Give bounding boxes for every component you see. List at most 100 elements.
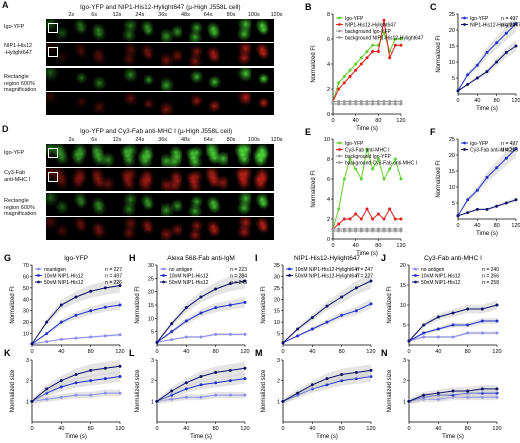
error-band: [458, 40, 516, 92]
micrograph-frame: [183, 43, 206, 66]
micrograph-frame: [46, 144, 68, 167]
data-point: [369, 302, 373, 306]
data-point: [359, 217, 363, 221]
time-label: 2s: [68, 137, 75, 143]
micrograph-frame: [114, 92, 137, 115]
data-point: [514, 22, 518, 26]
data-point: [337, 100, 341, 103]
legend-n: n = 497: [501, 16, 518, 22]
data-point: [436, 327, 440, 331]
data-point: [337, 207, 341, 211]
data-point: [371, 50, 375, 53]
plot-title: Cy3-Fab anti-MHC I: [424, 255, 482, 262]
x-tick-label: 120: [396, 243, 405, 249]
data-point: [369, 279, 373, 283]
data-point: [118, 284, 122, 288]
y-tick-label: 5: [452, 201, 455, 207]
data-point: [243, 279, 247, 283]
micrograph-frame: [137, 92, 160, 115]
legend-marker: [463, 16, 466, 20]
micrograph-frame: [183, 144, 206, 167]
legend-marker: [338, 141, 341, 145]
panel-d-yfp-strip: [46, 144, 275, 167]
y-axis-label: Normalized FI: [311, 45, 317, 83]
y-tick-label: 5: [277, 332, 280, 338]
data-point: [296, 391, 300, 395]
x-tick-label: 80: [339, 349, 345, 355]
panel-label-e: E: [305, 127, 311, 137]
series-line: [332, 31, 401, 102]
roi-rectangle: [48, 23, 58, 33]
data-point: [103, 366, 107, 370]
data-point: [388, 56, 392, 60]
x-tick-label: 0: [30, 349, 33, 355]
data-point: [170, 330, 174, 334]
data-point: [475, 63, 479, 67]
legend-marker: [338, 29, 341, 33]
y-tick-label: 2: [26, 379, 29, 385]
x-tick-label: 120: [366, 349, 375, 355]
panel-a-row2-label: NIP1-His12 -Hylight647: [4, 43, 33, 56]
panel-a-nip-strip: [46, 43, 275, 66]
data-point: [243, 393, 247, 397]
micrograph-frame: [206, 68, 229, 91]
data-point: [388, 100, 392, 103]
y-tick-label: 4: [327, 62, 330, 68]
data-point: [466, 331, 470, 335]
panel-label-d: D: [2, 124, 9, 134]
legend-label: background Igo-YFP: [345, 154, 392, 160]
data-point: [214, 381, 218, 385]
micrograph-frame: [91, 217, 114, 240]
time-label: 24s: [135, 137, 145, 143]
panel-label-i: I: [255, 253, 258, 263]
data-point: [296, 334, 300, 338]
x-tick-label: 40: [183, 349, 189, 355]
micrograph-frame: [160, 43, 183, 66]
data-point: [407, 399, 411, 403]
micrograph-frame: [46, 217, 68, 240]
data-point: [399, 100, 403, 103]
roi-rectangle: [48, 172, 58, 182]
y-tick-label: 10: [23, 332, 29, 338]
micrograph-frame: [68, 193, 91, 216]
y-tick-label: 1: [277, 399, 280, 405]
data-point: [74, 295, 78, 299]
legend-marker: [338, 148, 341, 151]
data-point: [382, 229, 386, 233]
data-point: [310, 383, 314, 387]
data-point: [436, 315, 440, 319]
data-point: [354, 309, 358, 313]
plot-j: J Cy3-Fab anti-MHC I 5 10 15 20 0 40 80 120 Normal…: [381, 253, 502, 355]
panel-a-time-labels: 2s 6s 12s 24s 36s 48s 64s 80s 100s 120s: [62, 12, 283, 20]
x-tick-label: 0: [281, 349, 284, 355]
micrograph-frame: [91, 43, 114, 66]
micrograph-frame: [183, 68, 206, 91]
data-point: [340, 295, 344, 299]
micrograph-frame: [46, 68, 68, 91]
micrograph-frame: [137, 144, 160, 167]
plot-e: E 0 2 4 6 8 10 0 40 80 120 Normalized FI Time (s) Igo…: [305, 127, 417, 257]
data-point: [399, 43, 403, 47]
data-point: [514, 198, 518, 202]
y-tick-label: 1: [151, 399, 154, 405]
y-tick-label: 0: [327, 112, 330, 118]
data-point: [331, 102, 335, 106]
data-point: [342, 100, 346, 103]
data-point: [466, 198, 470, 202]
data-point: [199, 335, 203, 339]
legend-marker: [338, 36, 341, 39]
x-tick-label: 0: [331, 118, 334, 124]
data-point: [371, 167, 375, 171]
panel-d-title: Igo-YFP and Cy3-Fab anti-MHC I (µ-High J…: [80, 128, 233, 135]
data-point: [155, 399, 159, 403]
y-axis-label: Normalized size: [387, 369, 393, 412]
legend-n: n = 284: [230, 274, 247, 280]
legend-label: NIP1-His12-Hylight647: [470, 23, 520, 29]
data-point: [436, 391, 440, 395]
data-point: [170, 322, 174, 326]
micrograph-frame: [114, 68, 137, 91]
data-point: [382, 31, 386, 35]
